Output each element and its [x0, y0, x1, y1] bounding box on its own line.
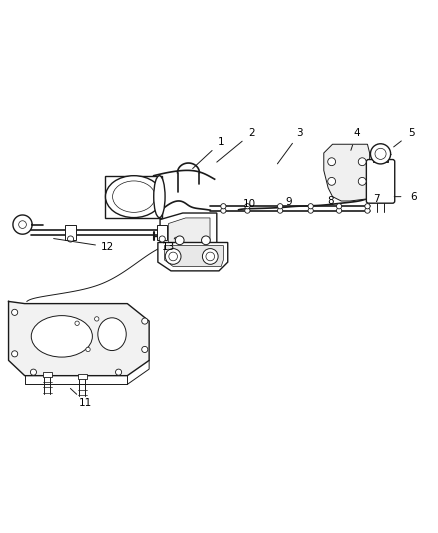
Circle shape — [95, 317, 99, 321]
Bar — [157, 224, 167, 240]
Bar — [65, 224, 76, 240]
Circle shape — [142, 318, 148, 324]
Text: 9: 9 — [286, 197, 292, 207]
Text: 6: 6 — [410, 192, 417, 201]
Ellipse shape — [106, 176, 162, 217]
Circle shape — [365, 208, 370, 213]
Circle shape — [169, 252, 177, 261]
Circle shape — [221, 204, 226, 209]
Circle shape — [202, 248, 218, 264]
Circle shape — [221, 208, 226, 213]
Circle shape — [328, 158, 336, 166]
Circle shape — [336, 204, 342, 209]
Circle shape — [308, 204, 313, 209]
Circle shape — [142, 346, 148, 352]
Circle shape — [375, 148, 386, 159]
Circle shape — [365, 204, 370, 209]
Circle shape — [116, 369, 122, 375]
Circle shape — [75, 321, 79, 326]
Ellipse shape — [31, 316, 92, 357]
Polygon shape — [324, 144, 370, 201]
Text: 13: 13 — [162, 242, 175, 252]
Circle shape — [159, 236, 165, 242]
Circle shape — [67, 236, 74, 242]
Ellipse shape — [98, 318, 126, 351]
Polygon shape — [164, 246, 223, 266]
Circle shape — [19, 221, 26, 229]
Text: 11: 11 — [79, 398, 92, 408]
Text: 8: 8 — [327, 196, 334, 206]
Circle shape — [86, 348, 90, 352]
Bar — [106, 176, 162, 217]
Circle shape — [12, 309, 18, 316]
Circle shape — [328, 177, 336, 185]
Ellipse shape — [113, 181, 155, 212]
Circle shape — [206, 252, 215, 261]
Polygon shape — [9, 302, 149, 376]
Circle shape — [336, 208, 342, 213]
Circle shape — [30, 369, 36, 375]
Circle shape — [358, 177, 366, 185]
Text: 3: 3 — [297, 128, 303, 139]
Circle shape — [12, 351, 18, 357]
Bar — [42, 372, 52, 377]
Polygon shape — [160, 213, 217, 252]
Polygon shape — [169, 218, 210, 248]
Circle shape — [358, 158, 366, 166]
Circle shape — [278, 208, 283, 213]
Circle shape — [278, 204, 283, 209]
Polygon shape — [158, 243, 228, 271]
Text: 7: 7 — [373, 194, 379, 204]
Text: 12: 12 — [101, 242, 114, 252]
Circle shape — [245, 208, 250, 213]
Text: 1: 1 — [218, 137, 225, 147]
Bar — [373, 157, 388, 161]
Circle shape — [371, 144, 391, 164]
Text: 4: 4 — [353, 128, 360, 139]
Circle shape — [175, 236, 184, 245]
Text: 5: 5 — [408, 128, 414, 139]
Ellipse shape — [154, 176, 165, 217]
Bar — [78, 374, 87, 379]
Circle shape — [308, 208, 313, 213]
Text: 2: 2 — [248, 128, 255, 139]
Circle shape — [165, 248, 181, 264]
Circle shape — [201, 236, 210, 245]
FancyBboxPatch shape — [366, 159, 395, 203]
Circle shape — [245, 204, 250, 209]
Text: 10: 10 — [243, 199, 256, 209]
